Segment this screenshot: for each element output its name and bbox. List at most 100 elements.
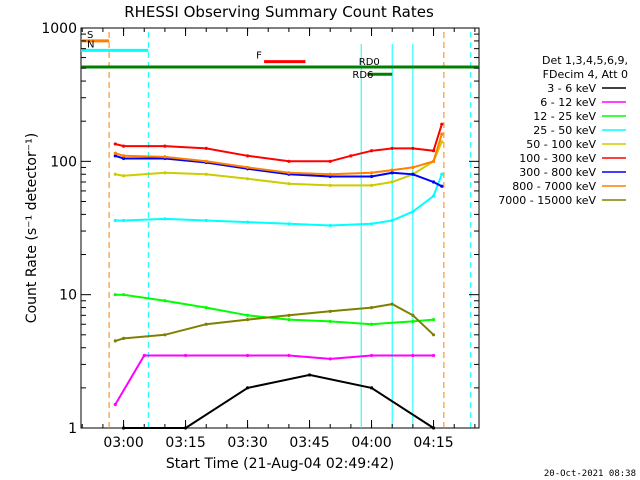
data-point (245, 177, 250, 181)
chart-title: RHESSI Observing Summary Count Rates (124, 3, 434, 21)
series-line (115, 141, 443, 187)
data-point (369, 353, 374, 358)
y-tick-label: 1 (68, 421, 77, 437)
data-point (328, 159, 332, 163)
data-point (440, 140, 444, 144)
x-axis-label: Start Time (21-Aug-04 02:49:42) (166, 456, 394, 472)
data-point (369, 149, 374, 153)
data-point (287, 318, 291, 322)
data-point (163, 155, 167, 159)
legend-entry-label: 3 - 6 keV (547, 82, 596, 95)
legend-entry-label: 25 - 50 keV (533, 124, 596, 137)
annotation-label: N (87, 39, 94, 50)
series-line (115, 293, 434, 326)
data-point (431, 318, 436, 322)
data-point (411, 353, 415, 358)
data-point (369, 171, 374, 175)
data-point (411, 319, 415, 324)
data-point (369, 174, 374, 179)
data-point (113, 151, 117, 155)
data-point (163, 171, 167, 175)
data-point (431, 180, 436, 184)
x-tick-label: 03:15 (165, 435, 205, 451)
data-point (328, 309, 332, 313)
data-point (411, 172, 415, 176)
data-point (245, 318, 250, 322)
annotation-label: RD0 (359, 57, 380, 68)
timestamp: 20-Oct-2021 08:38 (544, 469, 636, 479)
data-point (121, 218, 126, 223)
data-point (113, 154, 117, 158)
data-point (245, 154, 250, 158)
data-point (245, 386, 250, 390)
series-line (115, 173, 443, 227)
data-point (121, 154, 126, 158)
data-point (328, 174, 332, 179)
data-point (440, 172, 444, 176)
data-point (245, 353, 250, 358)
data-point (287, 313, 291, 317)
data-point (369, 322, 374, 326)
data-point (328, 223, 332, 228)
data-point (431, 159, 436, 163)
annotation-label: S (87, 30, 93, 41)
data-point (369, 183, 374, 187)
data-point (204, 172, 208, 176)
y-tick-label: 100 (50, 154, 77, 170)
legend-entry-label: 300 - 800 keV (519, 166, 596, 179)
legend-entry-label: 6 - 12 keV (540, 96, 596, 109)
series-line (115, 133, 443, 176)
data-point (121, 156, 126, 161)
legend: Det 1,3,4,5,6,9,FDecim 4, Att 03 - 6 keV… (498, 54, 628, 207)
annotation-label: RD6 (352, 70, 373, 81)
data-point (113, 339, 117, 343)
legend-entry-label: 100 - 300 keV (519, 152, 596, 165)
annotation-label: F (256, 51, 262, 62)
data-point (390, 171, 394, 175)
data-point (121, 336, 126, 340)
x-tick-label: 03:45 (289, 435, 329, 451)
data-point (328, 319, 332, 324)
data-point (411, 146, 415, 151)
plot-frame (80, 27, 480, 429)
data-point (328, 357, 332, 361)
x-tick-label: 04:00 (351, 435, 391, 451)
data-point (390, 168, 394, 172)
data-point (204, 146, 208, 151)
series-line (123, 373, 435, 429)
data-point (431, 353, 436, 358)
data-point (431, 149, 436, 153)
data-point (204, 218, 208, 223)
data-point (113, 402, 117, 407)
data-point (113, 172, 117, 176)
data-point (369, 386, 374, 390)
data-point (431, 333, 436, 337)
data-point (440, 184, 444, 188)
legend-entry-label: 50 - 100 keV (526, 138, 596, 151)
data-point (431, 194, 436, 198)
data-point (287, 159, 291, 163)
annotation-layer: SN F RD6 RD0 (81, 30, 479, 81)
data-point (307, 373, 312, 377)
data-point (390, 302, 394, 306)
data-point (204, 322, 208, 326)
data-point (349, 154, 353, 158)
data-point (204, 159, 208, 163)
data-point (163, 333, 167, 337)
data-point (204, 305, 208, 310)
data-point (328, 172, 332, 176)
data-point (245, 313, 250, 317)
data-point (390, 180, 394, 184)
data-point (142, 353, 146, 358)
plot-area: SN F RD6 RD0 1 10 100 1000 03:00 03:15 03:30 03:4… (41, 21, 480, 451)
data-point (121, 293, 126, 297)
legend-header: Det 1,3,4,5,6,9, (542, 54, 628, 67)
legend-header: FDecim 4, Att 0 (543, 68, 628, 81)
data-point (411, 165, 415, 170)
legend-entry-label: 800 - 7000 keV (512, 180, 596, 193)
data-point (390, 218, 394, 223)
x-tick-label: 04:15 (413, 435, 453, 451)
data-point (440, 122, 444, 126)
data-point (113, 142, 117, 146)
data-point (390, 146, 394, 151)
